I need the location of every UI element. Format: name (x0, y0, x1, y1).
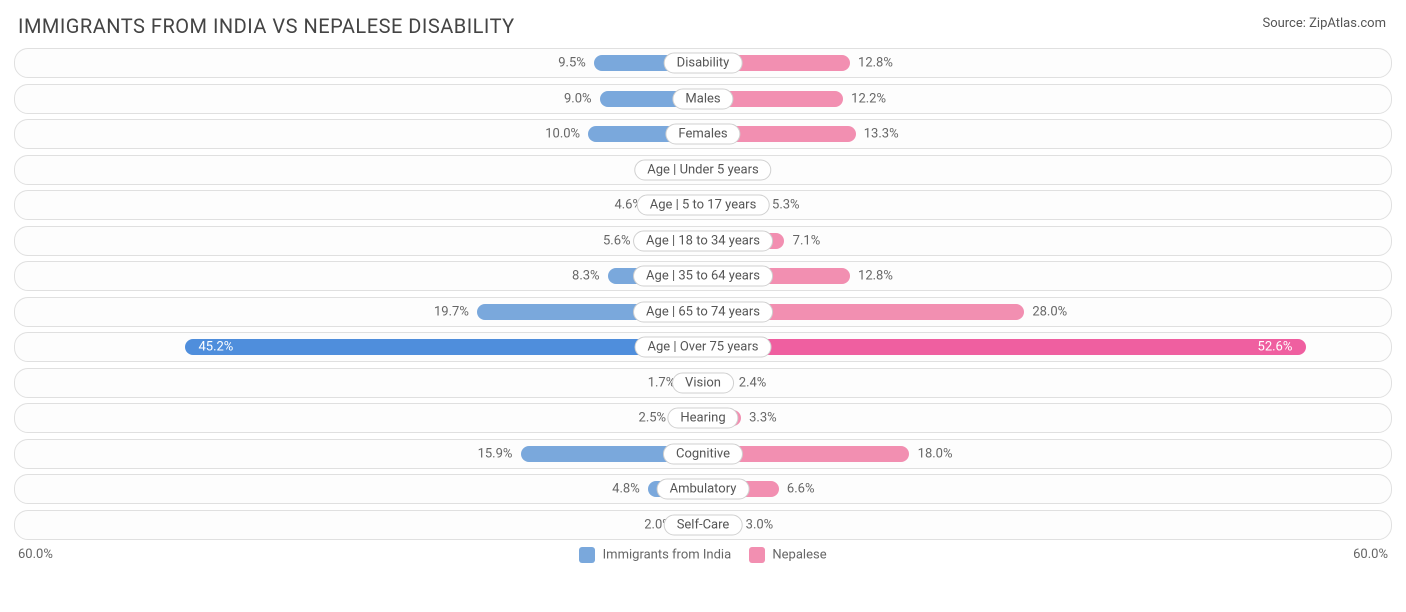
axis-max-right: 60.0% (1353, 547, 1388, 563)
value-right: 7.1% (793, 233, 821, 248)
value-right: 13.3% (864, 127, 899, 142)
legend-swatch-right (749, 547, 765, 563)
source-prefix: Source: (1262, 16, 1309, 31)
value-right: 2.4% (739, 375, 767, 390)
value-right: 3.0% (746, 517, 774, 532)
bar-row: 15.9% 18.0% Cognitive (14, 439, 1392, 469)
bar-row: 4.6%5.3%Age | 5 to 17 years (14, 190, 1392, 220)
row-label: Cognitive (663, 443, 743, 464)
bar-row: 9.0% 12.2% Males (14, 84, 1392, 114)
bar-row: 8.3% 12.8% Age | 35 to 64 years (14, 261, 1392, 291)
row-label: Age | Over 75 years (635, 337, 772, 358)
row-label: Disability (664, 53, 743, 74)
row-label: Hearing (667, 408, 738, 429)
bar-right (703, 339, 1306, 355)
value-left: 45.2% (198, 340, 233, 355)
bar-row: 5.6% 7.1% Age | 18 to 34 years (14, 226, 1392, 256)
value-left: 19.7% (434, 304, 469, 319)
value-right: 12.8% (858, 269, 893, 284)
row-label: Age | 18 to 34 years (633, 230, 773, 251)
bar-row: 1.7%2.4%Vision (14, 368, 1392, 398)
row-label: Vision (672, 372, 734, 393)
bar-left (185, 339, 703, 355)
row-label: Females (665, 124, 740, 145)
bar-row: 10.0% 13.3% Females (14, 119, 1392, 149)
value-left: 9.5% (558, 56, 586, 71)
source-name: ZipAtlas.com (1309, 16, 1386, 31)
bar-row: 4.8% 6.6% Ambulatory (14, 474, 1392, 504)
row-label: Males (672, 88, 733, 109)
value-left: 4.8% (612, 482, 640, 497)
value-left: 9.0% (564, 91, 592, 106)
legend-swatch-left (579, 547, 595, 563)
value-right: 52.6% (1258, 340, 1293, 355)
row-label: Self-Care (664, 514, 743, 535)
axis-max-left: 60.0% (18, 547, 53, 563)
value-left: 5.6% (603, 233, 631, 248)
legend-label-left: Immigrants from India (603, 547, 732, 562)
bar-row: 2.0%3.0%Self-Care (14, 510, 1392, 540)
value-left: 15.9% (478, 446, 513, 461)
value-left: 2.5% (639, 411, 667, 426)
row-label: Age | Under 5 years (634, 159, 771, 180)
legend: Immigrants from India Nepalese (579, 547, 826, 563)
value-right: 6.6% (787, 482, 815, 497)
chart-title: IMMIGRANTS FROM INDIA VS NEPALESE DISABI… (0, 0, 1406, 44)
bar-row: 1.0%0.97%Age | Under 5 years (14, 155, 1392, 185)
bar-row: 2.5% 3.3% Hearing (14, 403, 1392, 433)
row-label: Age | 65 to 74 years (633, 301, 773, 322)
legend-label-right: Nepalese (772, 547, 826, 562)
value-right: 5.3% (772, 198, 800, 213)
bar-row: 45.2% 52.6% Age | Over 75 years (14, 332, 1392, 362)
diverging-bar-chart: 9.5% 12.8% Disability 9.0% 12.2% Males 10.0% 13… (0, 44, 1406, 540)
value-right: 12.2% (851, 91, 886, 106)
axis-row: 60.0% Immigrants from India Nepalese 60.… (0, 545, 1406, 563)
bar-row: 19.7% 28.0% Age | 65 to 74 years (14, 297, 1392, 327)
value-left: 10.0% (545, 127, 580, 142)
value-right: 3.3% (749, 411, 777, 426)
source-attribution: Source: ZipAtlas.com (1262, 16, 1386, 31)
row-label: Ambulatory (657, 479, 750, 500)
value-left: 8.3% (572, 269, 600, 284)
legend-item-right: Nepalese (749, 547, 826, 563)
value-right: 28.0% (1032, 304, 1067, 319)
legend-item-left: Immigrants from India (579, 547, 731, 563)
row-label: Age | 5 to 17 years (637, 195, 770, 216)
value-right: 12.8% (858, 56, 893, 71)
bar-row: 9.5% 12.8% Disability (14, 48, 1392, 78)
row-label: Age | 35 to 64 years (633, 266, 773, 287)
value-right: 18.0% (918, 446, 953, 461)
